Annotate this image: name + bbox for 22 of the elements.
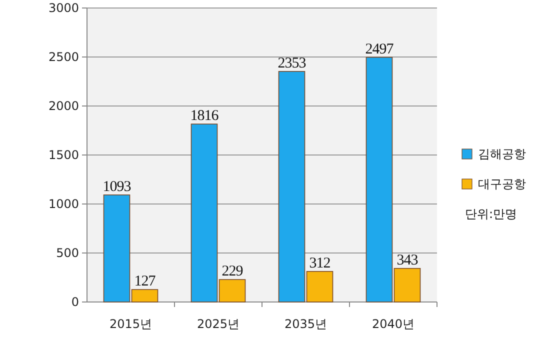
x-tick-label: 2035년 xyxy=(284,317,328,331)
data-label: 229 xyxy=(222,264,243,280)
x-tick-label: 2015년 xyxy=(109,317,152,331)
data-label: 2497 xyxy=(365,41,394,58)
y-tick-label: 2500 xyxy=(48,50,79,64)
y-tick-label: 1500 xyxy=(48,148,79,162)
legend-label: 대구공항 xyxy=(478,177,526,191)
data-label: 312 xyxy=(309,255,330,272)
legend-label: 김해공항 xyxy=(478,147,526,161)
y-tick-label: 1000 xyxy=(48,197,79,211)
y-tick-label: 0 xyxy=(71,295,79,309)
y-tick-label: 500 xyxy=(56,246,79,260)
y-tick-label: 3000 xyxy=(48,1,79,15)
data-label: 1093 xyxy=(102,178,131,195)
text: 단위:만명 xyxy=(465,207,518,221)
data-label: 1816 xyxy=(190,108,220,124)
x-tick-label: 2040년 xyxy=(372,317,415,331)
data-label: 2353 xyxy=(278,55,306,72)
data-label: 127 xyxy=(134,274,156,290)
x-tick-label: 2025년 xyxy=(196,317,240,331)
y-tick-label: 2000 xyxy=(48,99,79,113)
data-label: 343 xyxy=(396,252,418,268)
